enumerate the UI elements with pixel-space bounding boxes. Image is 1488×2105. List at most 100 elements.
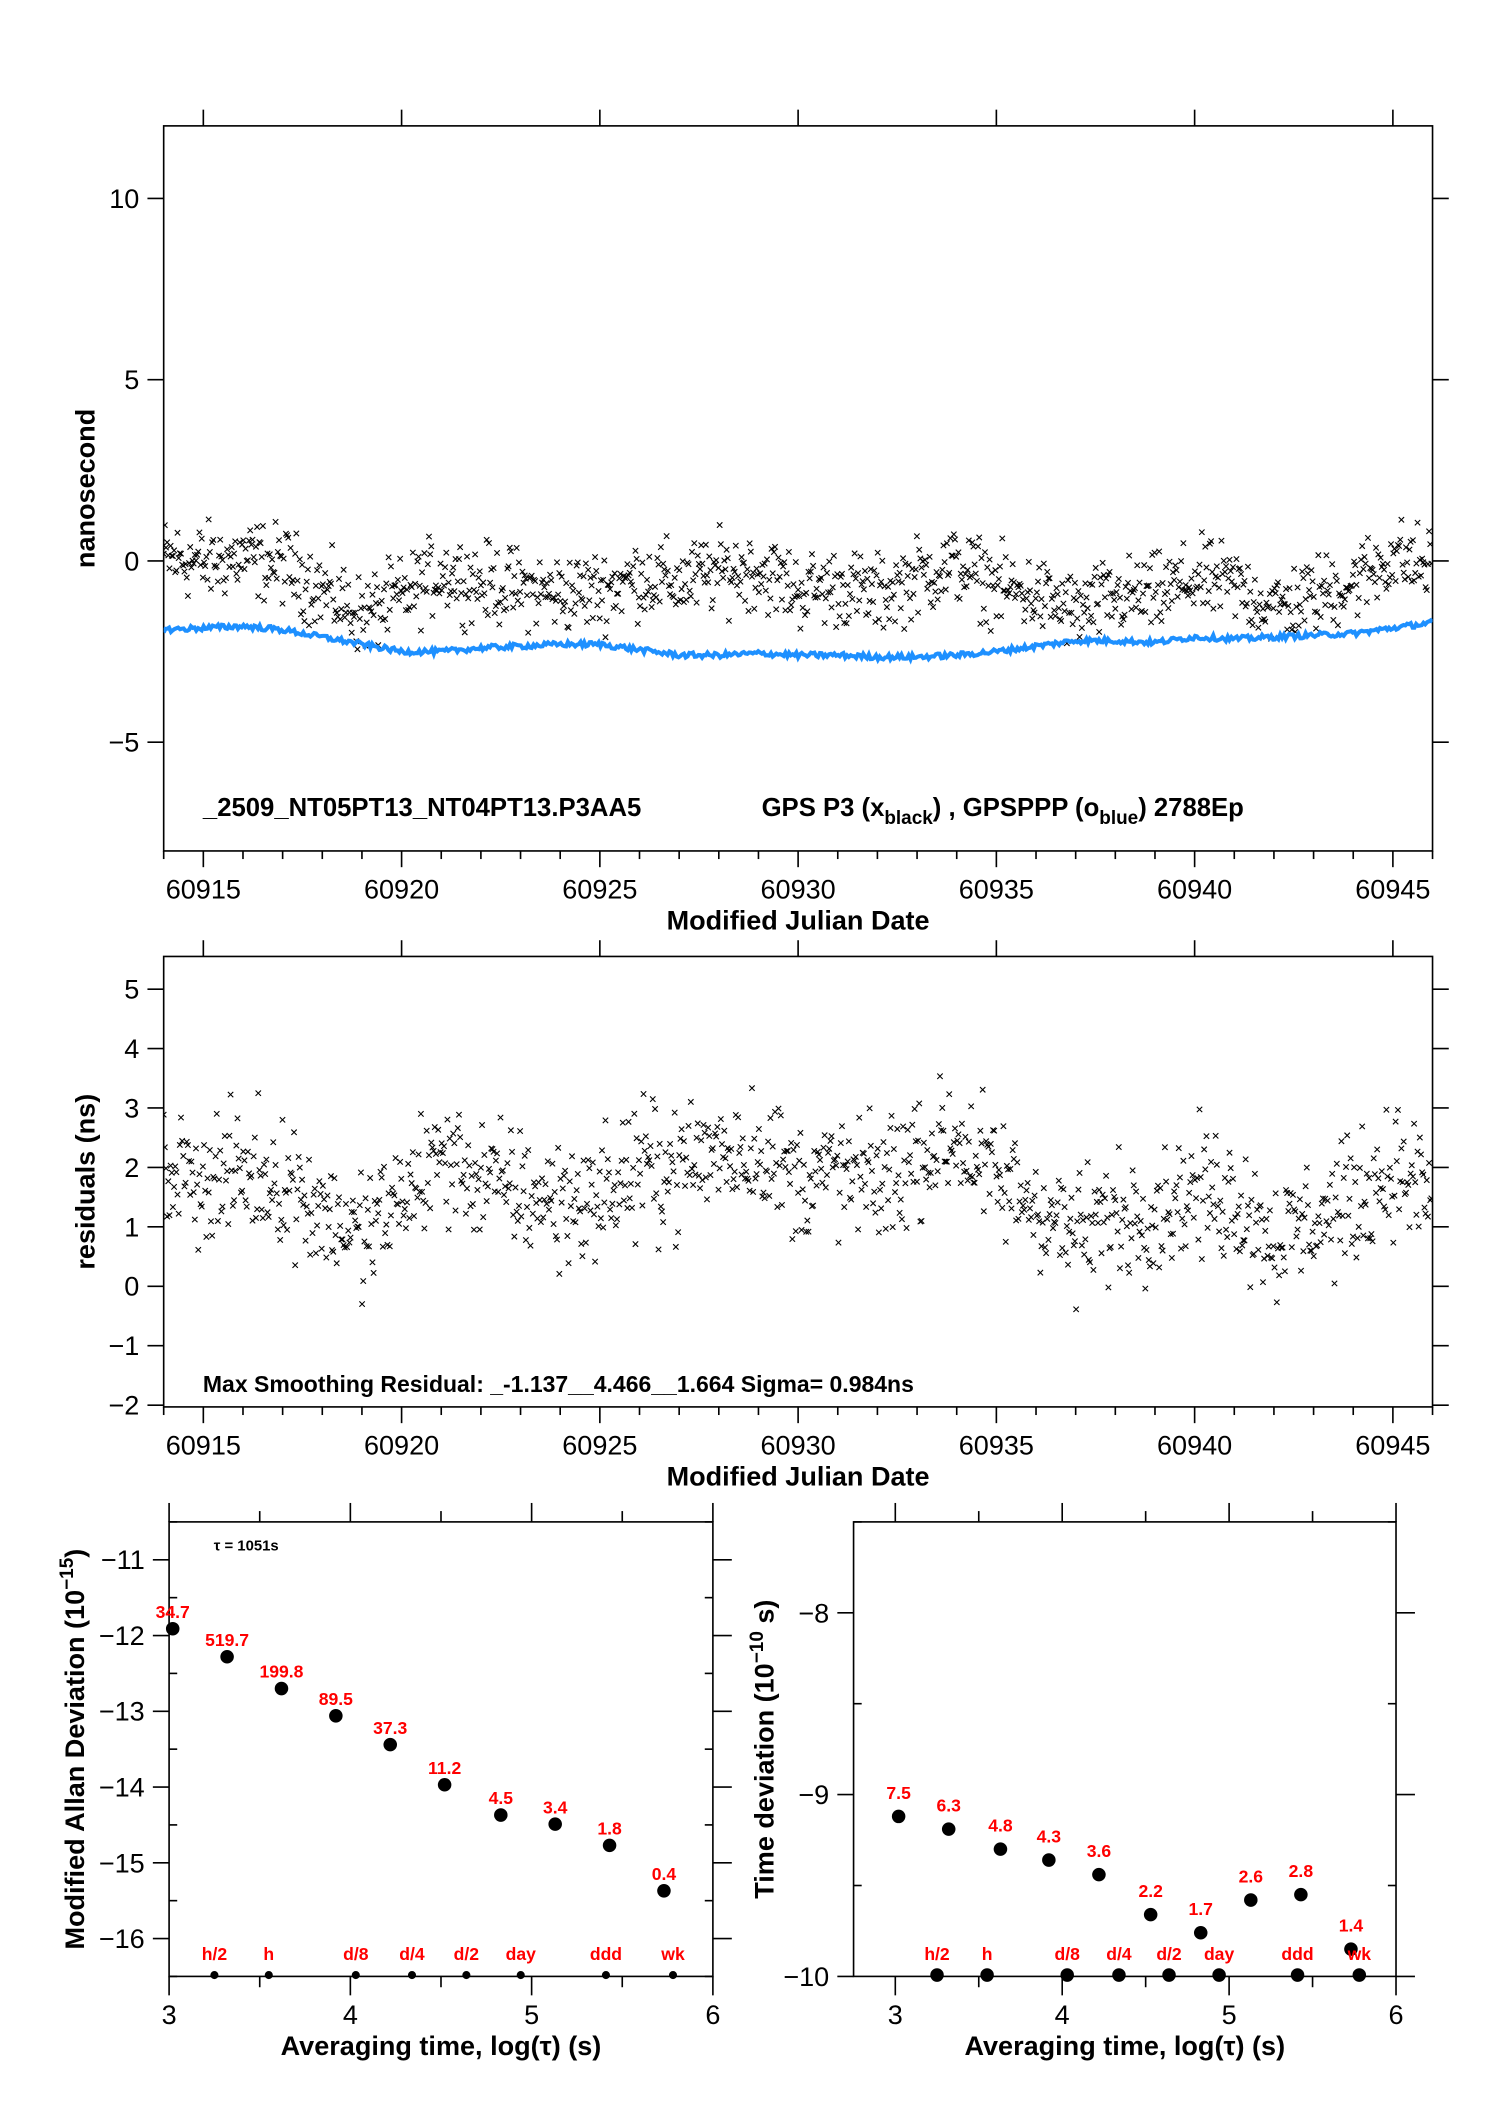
data-point-x — [181, 1183, 188, 1190]
data-point-x — [822, 595, 829, 602]
data-point-x — [1232, 1214, 1239, 1221]
data-point-x — [469, 571, 476, 578]
residuals-plot: 60915 60920 60925 60930 60935 60940 60945−2−10… — [71, 940, 1449, 1491]
gppp-series-line — [163, 617, 1433, 665]
data-point-x — [1041, 1244, 1049, 1251]
data-point-x — [1088, 1213, 1095, 1220]
data-point-x — [806, 575, 813, 582]
data-point-x — [520, 1188, 527, 1195]
data-point-x — [506, 544, 513, 551]
data-point-x — [850, 571, 857, 578]
data-point-x — [487, 579, 494, 586]
data-point-x — [1055, 605, 1062, 612]
data-point-x — [1104, 1214, 1111, 1221]
data-point-x — [558, 1199, 565, 1206]
data-point-x — [1214, 1203, 1222, 1210]
time-marker-dot — [980, 1968, 994, 1982]
data-point-x — [627, 578, 634, 585]
data-point-x — [601, 1199, 608, 1206]
data-point-x — [678, 586, 685, 593]
data-point-x — [902, 560, 909, 567]
data-point-x — [169, 1203, 176, 1211]
data-point-x — [280, 1222, 287, 1229]
data-point-x — [236, 1165, 243, 1172]
data-point-x — [187, 543, 194, 551]
data-point-x — [322, 1205, 329, 1212]
data-point-x — [713, 557, 720, 564]
data-point-x — [590, 1211, 598, 1218]
data-point-label: 2.6 — [1239, 1866, 1264, 1886]
data-point-x — [1099, 1191, 1106, 1198]
data-point-x — [1346, 586, 1353, 594]
data-point-x — [1034, 578, 1042, 585]
data-point-x — [705, 1124, 712, 1131]
data-point-x — [1241, 1237, 1248, 1244]
data-point-x — [251, 1134, 258, 1141]
data-point-x — [1162, 563, 1170, 571]
data-point-x — [663, 1176, 670, 1183]
data-point-x — [671, 574, 678, 581]
data-point-x — [743, 1168, 750, 1175]
data-point-x — [696, 1185, 704, 1192]
data-point-x — [1166, 1211, 1173, 1218]
data-point-x — [1192, 1195, 1200, 1202]
data-point-x — [332, 1231, 339, 1239]
data-point-x — [1211, 581, 1218, 588]
data-point-x — [868, 1167, 876, 1175]
data-point-x — [784, 1147, 791, 1155]
data-point-x — [1331, 603, 1338, 611]
data-point-x — [1198, 529, 1205, 536]
data-point-x — [1252, 1219, 1260, 1226]
data-point-x — [856, 597, 863, 604]
data-point-x — [1256, 601, 1263, 608]
data-point-x — [799, 604, 806, 611]
data-point-x — [331, 1175, 338, 1182]
data-point-x — [610, 1187, 617, 1194]
data-point-x — [454, 578, 461, 585]
data-point-x — [1006, 590, 1013, 597]
data-point-x — [1145, 1256, 1152, 1264]
data-point-x — [1333, 577, 1340, 585]
data-point-x — [691, 1162, 698, 1169]
data-point-x — [925, 580, 932, 587]
data-point-x — [1360, 565, 1367, 573]
data-point-x — [562, 1167, 569, 1174]
data-point-x — [1068, 609, 1075, 616]
data-point-x — [1352, 1178, 1359, 1186]
data-point-x — [1300, 1248, 1307, 1255]
data-point-x — [752, 1175, 759, 1182]
data-point-x — [845, 1138, 852, 1145]
data-point-x — [271, 569, 278, 576]
data-point-x — [1109, 1186, 1117, 1194]
data-point-x — [1014, 1159, 1021, 1166]
legend-legend-c: ) 2788Ep — [1138, 794, 1244, 822]
x-axis-label: Modified Julian Date — [667, 905, 930, 935]
data-point-x — [1319, 1195, 1327, 1202]
data-point-x — [556, 569, 563, 577]
data-point-x — [988, 1149, 995, 1156]
data-point-x — [992, 1161, 999, 1168]
data-point-x — [1359, 1123, 1366, 1130]
data-point-x — [605, 1169, 613, 1176]
data-point-x — [675, 1229, 682, 1236]
data-point-x — [1151, 549, 1158, 556]
data-point-x — [795, 586, 802, 593]
data-point-x — [428, 1139, 435, 1146]
data-point-x — [325, 1223, 332, 1231]
data-point-x — [1007, 584, 1014, 591]
data-point-x — [633, 555, 640, 563]
data-point-x — [879, 1180, 886, 1187]
data-point — [383, 1737, 397, 1752]
data-point-x — [755, 1125, 762, 1133]
data-point-x — [1421, 1204, 1428, 1211]
data-point-x — [250, 1153, 257, 1160]
data-point-x — [1231, 582, 1238, 589]
data-point-x — [648, 603, 655, 611]
data-point-x — [1124, 1262, 1132, 1269]
data-point-x — [1408, 1162, 1415, 1169]
data-point-x — [1399, 561, 1406, 568]
data-point-x — [362, 1195, 369, 1202]
data-point-x — [1168, 597, 1175, 604]
data-point-x — [234, 1115, 241, 1122]
data-point-x — [810, 562, 817, 569]
